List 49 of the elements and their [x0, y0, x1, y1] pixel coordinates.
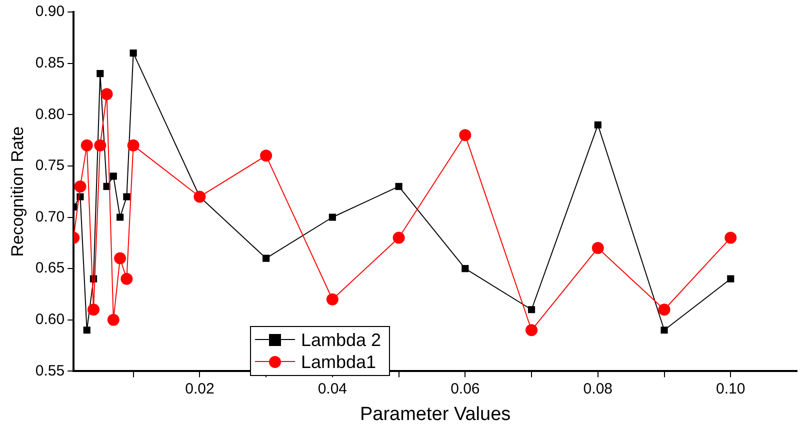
point [526, 324, 538, 336]
x-tick-label: 0.08 [583, 380, 612, 398]
y-tick-label: 0.70 [35, 208, 65, 226]
point [74, 180, 86, 192]
point [127, 139, 140, 152]
point [83, 326, 90, 334]
point [392, 232, 405, 244]
y-axis-title: Recognition Rate [8, 126, 27, 257]
legend-label: Lambda 2 [301, 330, 382, 350]
point [194, 190, 206, 203]
point [260, 150, 272, 162]
point [100, 88, 113, 100]
x-tick-label: 0.06 [450, 380, 480, 398]
point [94, 139, 106, 152]
point [326, 293, 338, 306]
point [96, 70, 104, 78]
point [88, 304, 100, 316]
y-tick-label: 0.75 [35, 157, 65, 174]
x-tick-label: 0.02 [185, 380, 214, 398]
point [462, 265, 469, 272]
y-tick-label: 0.80 [35, 106, 65, 123]
point [123, 193, 130, 200]
x-tick-label: 0.10 [716, 380, 746, 398]
y-tick-label: 0.65 [35, 260, 65, 277]
point [120, 272, 133, 285]
point [724, 232, 737, 244]
point [130, 50, 137, 57]
x-axis-title: Parameter Values [360, 404, 511, 425]
point [395, 182, 402, 190]
point [594, 121, 602, 128]
y-tick-label: 0.55 [35, 362, 65, 380]
point [727, 275, 734, 282]
x-tick-label: 0.04 [318, 380, 348, 398]
legend-label: Lambda1 [301, 352, 376, 372]
point [328, 214, 336, 221]
point [658, 304, 670, 316]
point [114, 252, 126, 264]
y-tick-label: 0.90 [35, 3, 65, 20]
point [80, 139, 93, 152]
point [459, 129, 472, 142]
point [116, 214, 124, 221]
y-tick-label: 0.85 [35, 54, 65, 72]
point [592, 242, 604, 254]
y-tick-label: 0.60 [35, 311, 65, 328]
point [528, 306, 536, 314]
point [107, 314, 120, 326]
point [660, 326, 668, 334]
point [262, 254, 270, 262]
point [110, 172, 117, 180]
